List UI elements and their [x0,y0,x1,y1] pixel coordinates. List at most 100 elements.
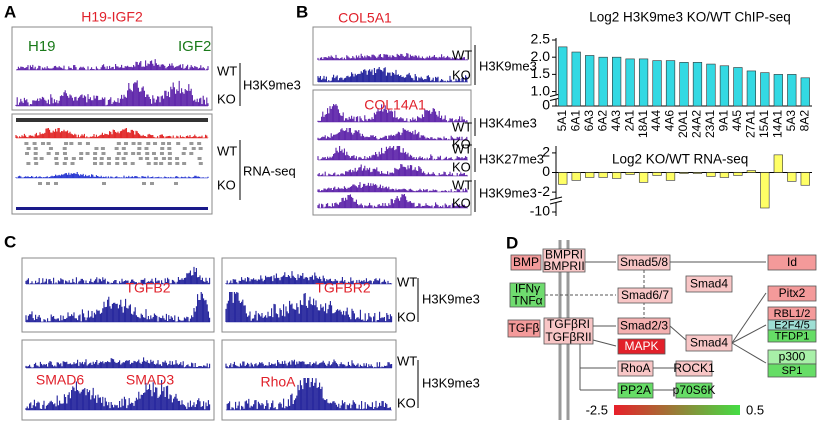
gene-model [46,182,50,185]
gene-model [92,162,97,165]
y-tick-label: 1.0 [531,82,551,98]
bar [679,62,689,107]
node-label: PP2A [620,383,651,397]
gene-model [100,147,105,150]
label: 0.5 [746,402,764,417]
signal-track [317,67,468,82]
y-tick-label: 2.0 [531,48,551,64]
pathway-node [543,317,594,345]
bar [692,62,703,107]
label: RNA-seq [243,163,296,178]
bar [598,172,608,178]
label: TGFBR2 [315,280,370,296]
pathway-node [617,254,671,271]
gene-model [123,162,128,165]
label: KO [397,309,416,324]
gene-model [167,162,172,165]
bar [733,172,743,176]
x-tick-label: 14A1 [770,110,784,138]
axis-break [549,200,563,205]
label: H19 [28,38,56,55]
x-tick-label: 5A3 [784,110,798,132]
gene-model [46,152,51,155]
signal-track [317,104,468,122]
node-label: TGFβ [509,321,540,335]
brackets [239,45,476,408]
y-tick-label: 1.5 [531,65,551,81]
node-label: Id [787,255,797,269]
node-label: E2F4/5 [774,319,809,331]
bar [760,72,770,107]
bar [800,77,810,107]
gene-model [106,162,111,165]
node-label: ROCK1 [673,361,715,375]
label: WT [452,177,472,192]
gene-model [167,152,172,155]
gene-model [123,142,128,145]
gene-model [33,157,38,160]
gene-model [54,157,59,160]
x-tick-label: 6A3 [582,110,596,132]
track-frame [11,113,213,215]
label: WT [397,353,417,368]
gene-model [182,162,187,165]
pathway-node [767,285,817,302]
label: COL14A1 [364,97,426,113]
gene-model [48,147,53,150]
pathway-node [510,254,542,271]
pathway-node [675,360,713,377]
gene-model [26,147,31,150]
gene-bar [16,207,208,210]
pathway-node [685,334,733,352]
x-tick-label: 6A2 [595,110,609,132]
gene-model [115,162,120,165]
x-tick-label: 18A1 [636,110,650,138]
bar [638,58,649,107]
gene-model [191,147,196,150]
gene-model [181,152,186,155]
bar [585,172,595,178]
gene-model [38,182,42,185]
label: KO [452,136,471,151]
gene-model [198,147,203,150]
bar [612,172,622,179]
gene-model [99,157,104,160]
label: H3K27me3 [479,151,544,166]
gene-model [64,142,69,145]
gene-model [197,157,202,160]
gene-model [62,147,67,150]
gene-model [159,152,164,155]
gene-model [71,157,76,160]
y-tick-label: -10 [530,203,550,219]
bar [760,172,770,209]
x-tick-label: 9A1 [717,110,731,132]
gene-model [153,157,158,160]
pathway-node [617,382,654,399]
gene-model [69,142,74,145]
gene-model [175,157,180,160]
bar [800,172,810,186]
bar [746,70,756,107]
gene-model [24,142,29,145]
pathway-node [675,382,713,399]
gene-model [106,157,111,160]
bar [706,63,716,107]
ruler [16,118,208,122]
gene-model [131,142,136,145]
axis-break-gap [550,199,562,203]
bar [652,172,662,176]
node-label: TGFβRI [547,317,590,331]
node-label: Smad4 [690,277,728,291]
gene-model [176,142,181,145]
gene-model [46,142,51,145]
label: H3K4me3 [479,115,537,130]
label: C [4,232,16,251]
gene-model [174,182,178,185]
gene-model [25,152,30,155]
bar [665,60,676,107]
gene-model [138,157,143,160]
label: H3K9me3 [422,291,480,306]
gene-model [101,152,106,155]
label: RhoA [260,374,296,390]
gene-model [39,157,44,160]
